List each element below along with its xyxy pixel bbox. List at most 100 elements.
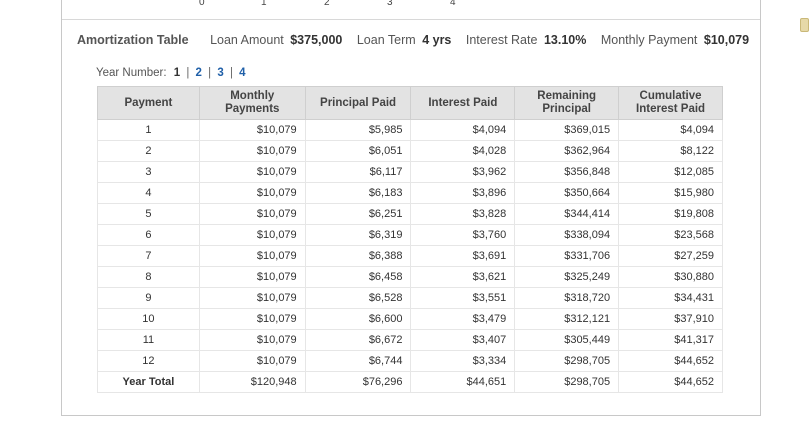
cumulative-interest-cell: $30,880 xyxy=(618,266,723,288)
principal-paid-cell: $6,319 xyxy=(304,224,412,246)
payment-number-cell: 5 xyxy=(97,203,200,225)
cumulative-interest-cell: $44,652 xyxy=(618,350,723,372)
principal-paid-cell: $6,458 xyxy=(304,266,412,288)
loan-term-value: 4 yrs xyxy=(422,33,452,47)
scrollbar-handle[interactable] xyxy=(800,18,809,32)
remaining-principal-cell: $338,094 xyxy=(514,224,620,246)
principal-paid-cell: $6,251 xyxy=(304,203,412,225)
interest-paid-cell: $3,691 xyxy=(410,245,516,267)
cumulative-interest-total-cell: $44,652 xyxy=(618,371,723,393)
monthly-payment-label: Monthly Payment xyxy=(600,33,698,47)
table-header-row: Payment Monthly Payments Principal Paid … xyxy=(97,86,723,120)
principal-paid-cell: $6,744 xyxy=(304,350,412,372)
remaining-principal-cell: $312,121 xyxy=(514,308,620,330)
year-separator: | xyxy=(229,67,233,79)
principal-paid-cell: $6,183 xyxy=(304,182,412,204)
interest-paid-cell: $3,621 xyxy=(410,266,516,288)
interest-rate-value: 13.10% xyxy=(543,33,587,47)
interest-paid-cell: $3,962 xyxy=(410,161,516,183)
interest-paid-total-cell: $44,651 xyxy=(410,371,516,393)
table-row: 4 $10,079 $6,183 $3,896 $350,664 $15,980 xyxy=(97,182,723,204)
year-total-row: Year Total $120,948 $76,296 $44,651 $298,705… xyxy=(97,371,723,393)
column-header-payment: Payment xyxy=(97,86,200,120)
monthly-payment-cell: $10,079 xyxy=(198,224,306,246)
principal-paid-cell: $6,388 xyxy=(304,245,412,267)
column-header-cumulative-interest: Cumulative Interest Paid xyxy=(618,86,723,120)
principal-paid-cell: $6,600 xyxy=(304,308,412,330)
monthly-payment-cell: $10,079 xyxy=(198,350,306,372)
monthly-payment-cell: $10,079 xyxy=(198,140,306,162)
payment-number-cell: 8 xyxy=(97,266,200,288)
table-title: Amortization Table xyxy=(77,33,189,47)
amortization-panel: 0 1 2 3 4 Amortization Table Loan Amount… xyxy=(61,0,761,416)
cumulative-interest-cell: $34,431 xyxy=(618,287,723,309)
table-row: 9 $10,079 $6,528 $3,551 $318,720 $34,431 xyxy=(97,287,723,309)
column-header-monthly-payments: Monthly Payments xyxy=(198,86,306,120)
interest-paid-cell: $3,334 xyxy=(410,350,516,372)
principal-paid-cell: $6,672 xyxy=(304,329,412,351)
cumulative-interest-cell: $19,808 xyxy=(618,203,723,225)
year-link-2[interactable]: 2 xyxy=(195,67,202,79)
monthly-payment-cell: $10,079 xyxy=(198,203,306,225)
cumulative-interest-cell: $23,568 xyxy=(618,224,723,246)
cumulative-interest-cell: $8,122 xyxy=(618,140,723,162)
chart-axis-strip: 0 1 2 3 4 xyxy=(62,0,760,20)
interest-paid-cell: $3,828 xyxy=(410,203,516,225)
payment-number-cell: 3 xyxy=(97,161,200,183)
payment-number-cell: 4 xyxy=(97,182,200,204)
cumulative-interest-cell: $15,980 xyxy=(618,182,723,204)
remaining-principal-cell: $350,664 xyxy=(514,182,620,204)
principal-paid-cell: $5,985 xyxy=(304,119,412,141)
table-row: 3 $10,079 $6,117 $3,962 $356,848 $12,085 xyxy=(97,161,723,183)
column-header-interest-paid: Interest Paid xyxy=(410,86,516,120)
monthly-payment-cell: $10,079 xyxy=(198,182,306,204)
payment-number-cell: 9 xyxy=(97,287,200,309)
table-row: 2 $10,079 $6,051 $4,028 $362,964 $8,122 xyxy=(97,140,723,162)
principal-paid-cell: $6,528 xyxy=(304,287,412,309)
remaining-principal-cell: $318,720 xyxy=(514,287,620,309)
loan-amount-label: Loan Amount xyxy=(210,33,284,47)
remaining-principal-cell: $369,015 xyxy=(514,119,620,141)
interest-paid-cell: $3,407 xyxy=(410,329,516,351)
loan-summary: Amortization Table Loan Amount $375,000 … xyxy=(77,33,749,47)
remaining-principal-cell: $305,449 xyxy=(514,329,620,351)
year-link-4[interactable]: 4 xyxy=(239,67,246,79)
year-link-1[interactable]: 1 xyxy=(173,67,181,79)
interest-paid-cell: $3,760 xyxy=(410,224,516,246)
interest-rate-label: Interest Rate xyxy=(465,33,538,47)
year-number-label: Year Number: xyxy=(96,67,167,79)
year-separator: | xyxy=(208,67,212,79)
payment-number-cell: 12 xyxy=(97,350,200,372)
remaining-principal-cell: $344,414 xyxy=(514,203,620,225)
cumulative-interest-cell: $37,910 xyxy=(618,308,723,330)
payment-number-cell: 1 xyxy=(97,119,200,141)
table-row: 11 $10,079 $6,672 $3,407 $305,449 $41,317 xyxy=(97,329,723,351)
column-header-principal-paid: Principal Paid xyxy=(304,86,412,120)
table-row: 12 $10,079 $6,744 $3,334 $298,705 $44,652 xyxy=(97,350,723,372)
payment-number-cell: 6 xyxy=(97,224,200,246)
monthly-payment-cell: $10,079 xyxy=(198,308,306,330)
interest-paid-cell: $3,551 xyxy=(410,287,516,309)
remaining-principal-cell: $331,706 xyxy=(514,245,620,267)
axis-tick: 2 xyxy=(324,0,330,8)
year-link-3[interactable]: 3 xyxy=(217,67,224,79)
remaining-principal-cell: $298,705 xyxy=(514,350,620,372)
table-row: 5 $10,079 $6,251 $3,828 $344,414 $19,808 xyxy=(97,203,723,225)
axis-tick: 1 xyxy=(261,0,267,8)
axis-tick: 4 xyxy=(450,0,456,8)
interest-paid-cell: $4,028 xyxy=(410,140,516,162)
payment-number-cell: 7 xyxy=(97,245,200,267)
axis-tick: 3 xyxy=(387,0,393,8)
remaining-principal-cell: $362,964 xyxy=(514,140,620,162)
remaining-principal-total-cell: $298,705 xyxy=(514,371,620,393)
monthly-payment-total-cell: $120,948 xyxy=(198,371,306,393)
table-row: 1 $10,079 $5,985 $4,094 $369,015 $4,094 xyxy=(97,119,723,141)
year-total-label: Year Total xyxy=(97,371,200,393)
column-header-remaining-principal: Remaining Principal xyxy=(514,86,620,120)
axis-tick: 0 xyxy=(199,0,205,8)
monthly-payment-cell: $10,079 xyxy=(198,287,306,309)
year-navigation: Year Number: 1 | 2 | 3 | 4 xyxy=(96,67,246,79)
principal-paid-cell: $6,117 xyxy=(304,161,412,183)
monthly-payment-value: $10,079 xyxy=(703,33,750,47)
monthly-payment-cell: $10,079 xyxy=(198,266,306,288)
